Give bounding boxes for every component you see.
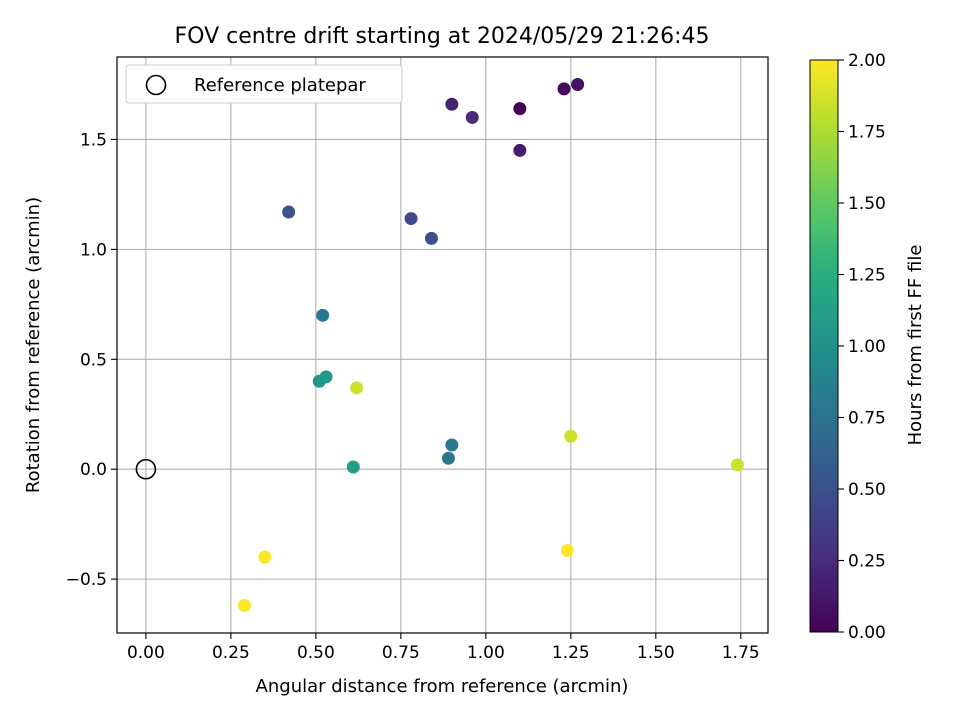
x-tick-label: 0.25 — [212, 643, 250, 663]
y-tick-label: −0.5 — [66, 570, 107, 590]
colorbar-label: Hours from first FF file — [905, 245, 926, 446]
data-point — [441, 451, 455, 465]
y-tick-label: 0.0 — [80, 460, 107, 480]
colorbar-tick-label: 1.75 — [848, 123, 886, 143]
plot-frame — [116, 56, 769, 634]
legend-label: Reference platepar — [194, 75, 366, 96]
colorbar-tick-label: 0.75 — [848, 409, 886, 429]
x-tick-label: 1.25 — [552, 643, 590, 663]
data-point — [424, 231, 438, 245]
colorbar-tick-label: 1.00 — [848, 337, 886, 357]
data-point — [513, 143, 527, 157]
colorbar: 0.00 0.25 0.50 0.75 1.00 1.25 1.50 1.75 2.00 Hou… — [809, 51, 926, 643]
x-tick-label: 0.75 — [382, 643, 420, 663]
y-axis-ticks: −0.5 0.0 0.5 1.0 1.5 — [66, 130, 117, 590]
y-tick-label: 1.5 — [80, 130, 107, 150]
x-tick-label: 1.75 — [722, 643, 760, 663]
data-point — [346, 460, 360, 474]
colorbar-tick-label: 0.50 — [848, 480, 886, 500]
colorbar-tick-label: 1.50 — [848, 194, 886, 214]
x-axis-ticks: 0.00 0.25 0.50 0.75 1.00 1.25 1.50 1.75 — [127, 633, 760, 663]
data-point — [571, 77, 585, 91]
data-point — [465, 110, 479, 124]
colorbar-tick-label: 1.25 — [848, 266, 886, 286]
data-point — [404, 212, 418, 226]
data-point — [557, 82, 571, 96]
data-point — [445, 97, 459, 111]
data-point — [258, 550, 272, 564]
data-point — [513, 102, 527, 116]
reference-platepar-marker — [135, 458, 157, 480]
colorbar-tick-label: 2.00 — [848, 51, 886, 71]
y-tick-label: 0.5 — [80, 350, 107, 370]
x-tick-label: 1.00 — [467, 643, 505, 663]
legend: Reference platepar — [125, 64, 403, 104]
chart-title: FOV centre drift starting at 2024/05/29 … — [175, 24, 710, 49]
y-tick-label: 1.0 — [80, 240, 107, 260]
x-tick-label: 1.50 — [637, 643, 675, 663]
data-point — [237, 599, 251, 613]
legend-box — [125, 64, 403, 104]
x-tick-label: 0.50 — [297, 643, 335, 663]
colorbar-gradient — [809, 59, 839, 633]
colorbar-tick-label: 0.25 — [848, 552, 886, 572]
data-point — [730, 458, 744, 472]
colorbar-tick-label: 0.00 — [848, 623, 886, 643]
x-tick-label: 0.00 — [127, 643, 165, 663]
grid-lines — [117, 57, 768, 633]
data-point — [560, 544, 574, 558]
legend-marker — [145, 74, 167, 96]
data-point — [316, 308, 330, 322]
data-point — [350, 381, 364, 395]
data-point — [445, 438, 459, 452]
x-axis-label: Angular distance from reference (arcmin) — [256, 676, 629, 697]
data-points — [135, 77, 744, 613]
data-point — [282, 205, 296, 219]
data-point — [319, 370, 333, 384]
y-axis-label: Rotation from reference (arcmin) — [23, 197, 44, 493]
colorbar-ticks: 0.00 0.25 0.50 0.75 1.00 1.25 1.50 1.75 2.00 — [838, 51, 886, 643]
data-point — [564, 429, 578, 443]
